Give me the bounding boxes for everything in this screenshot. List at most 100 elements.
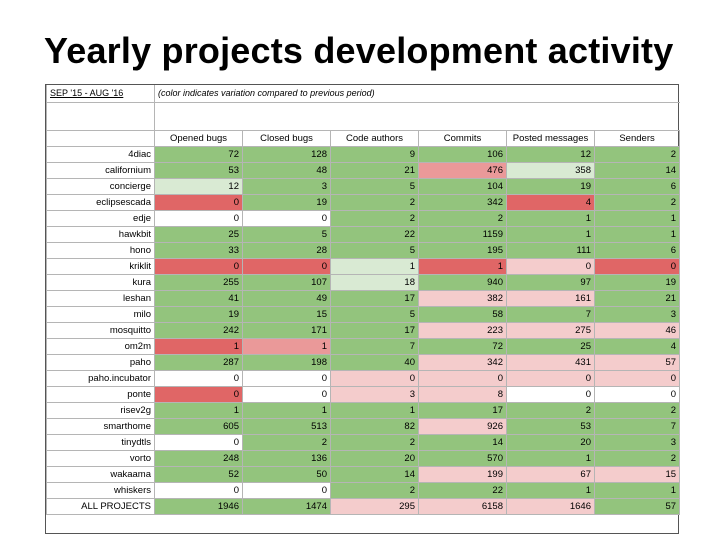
value-cell: 0 [154,481,243,499]
value-cell: 48 [242,161,331,179]
table-row: kriklit 0 0 1 1 0 0 [46,257,681,275]
value-cell: 0 [242,481,331,499]
value-cell: 25 [154,225,243,243]
value-cell: 50 [242,465,331,483]
value-cell: 14 [330,465,419,483]
value-cell: 19 [593,273,681,291]
value-cell: 18 [330,273,419,291]
value-cell: 22 [330,225,419,243]
value-cell: 287 [154,353,243,371]
value-cell: 0 [154,193,243,211]
project-name: leshan [46,289,155,307]
value-cell: 0 [593,257,681,275]
value-cell: 2 [593,449,681,467]
value-cell: 358 [506,161,595,179]
table-row: ponte 0 0 3 8 0 0 [46,385,681,403]
table-row: mosquitto 242 171 17 223 275 46 [46,321,681,339]
value-cell: 6158 [418,497,507,515]
value-cell: 17 [330,289,419,307]
value-cell: 46 [593,321,681,339]
value-cell: 0 [506,257,595,275]
table-row: ALL PROJECTS 1946 1474 295 6158 1646 57 [46,497,681,515]
value-cell: 15 [593,465,681,483]
value-cell: 0 [154,385,243,403]
color-note: (color indicates variation compared to p… [158,87,375,98]
value-cell: 128 [242,145,331,163]
table-row: risev2g 1 1 1 17 2 2 [46,401,681,419]
value-cell: 5 [330,305,419,323]
project-name: ALL PROJECTS [46,497,155,515]
value-cell: 2 [593,193,681,211]
value-cell: 49 [242,289,331,307]
table-row: 4diac 72 128 9 106 12 2 [46,145,681,163]
value-cell: 1 [330,401,419,419]
project-name: concierge [46,177,155,195]
value-cell: 0 [154,209,243,227]
value-cell: 7 [330,337,419,355]
value-cell: 58 [418,305,507,323]
value-cell: 21 [593,289,681,307]
value-cell: 275 [506,321,595,339]
project-name: om2m [46,337,155,355]
value-cell: 4 [593,337,681,355]
header-closed-bugs: Closed bugs [242,129,331,147]
project-name: mosquitto [46,321,155,339]
value-cell: 1474 [242,497,331,515]
value-cell: 33 [154,241,243,259]
project-name: vorto [46,449,155,467]
value-cell: 1159 [418,225,507,243]
value-cell: 72 [418,337,507,355]
value-cell: 14 [418,433,507,451]
project-name: milo [46,305,155,323]
value-cell: 1 [242,337,331,355]
value-cell: 171 [242,321,331,339]
value-cell: 0 [506,385,595,403]
header-senders: Senders [593,129,681,147]
value-cell: 0 [154,369,243,387]
table-row: hono 33 28 5 195 111 6 [46,241,681,259]
table-row: kura 255 107 18 940 97 19 [46,273,681,291]
table-row: milo 19 15 5 58 7 3 [46,305,681,323]
project-name: kriklit [46,257,155,275]
value-cell: 198 [242,353,331,371]
project-name: paho.incubator [46,369,155,387]
value-cell: 1 [593,209,681,227]
value-cell: 82 [330,417,419,435]
table-row: wakaama 52 50 14 199 67 15 [46,465,681,483]
project-name: paho [46,353,155,371]
value-cell: 3 [242,177,331,195]
header-commits: Commits [418,129,507,147]
header-opened-bugs: Opened bugs [154,129,243,147]
value-cell: 242 [154,321,243,339]
table-row: vorto 248 136 20 570 1 2 [46,449,681,467]
value-cell: 2 [330,481,419,499]
value-cell: 8 [418,385,507,403]
value-cell: 41 [154,289,243,307]
table-row: smarthome 605 513 82 926 53 7 [46,417,681,435]
table-row: hawkbit 25 5 22 1159 1 1 [46,225,681,243]
value-cell: 382 [418,289,507,307]
table-row: tinydtls 0 2 2 14 20 3 [46,433,681,451]
value-cell: 2 [330,433,419,451]
value-cell: 2 [593,145,681,163]
value-cell: 20 [506,433,595,451]
project-name: tinydtls [46,433,155,451]
value-cell: 2 [506,401,595,419]
value-cell: 53 [154,161,243,179]
value-cell: 1 [154,337,243,355]
value-cell: 0 [506,369,595,387]
value-cell: 6 [593,241,681,259]
spacer-cell [46,101,155,131]
value-cell: 940 [418,273,507,291]
value-cell: 1 [506,209,595,227]
header-corner [46,129,155,147]
value-cell: 72 [154,145,243,163]
value-cell: 14 [593,161,681,179]
value-cell: 431 [506,353,595,371]
activity-table: SEP '15 - AUG '16 (color indicates varia… [46,85,681,515]
value-cell: 0 [154,433,243,451]
project-name: hawkbit [46,225,155,243]
value-cell: 28 [242,241,331,259]
value-cell: 1 [593,225,681,243]
value-cell: 0 [593,369,681,387]
